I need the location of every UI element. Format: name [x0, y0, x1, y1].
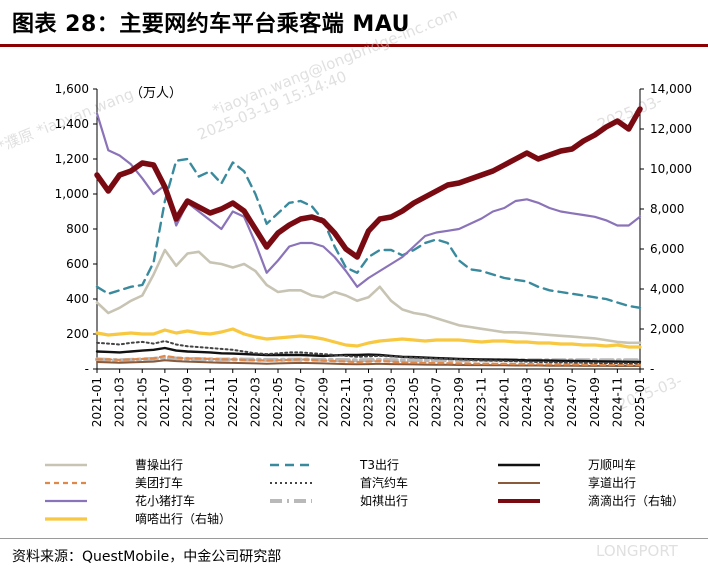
x-tick-label: 2022-05	[271, 377, 285, 427]
legend-label-wanshun: 万顺叫车	[588, 457, 636, 472]
x-tick-label: 2021-03	[113, 377, 127, 427]
x-tick-label: 2021-07	[158, 377, 172, 427]
left-tick-label: 400	[66, 292, 89, 306]
x-tick-label: 2024-11	[610, 377, 624, 427]
left-tick-label: 1,400	[55, 117, 89, 131]
x-tick-label: 2023-01	[362, 377, 376, 427]
legend-label-didi: 滴滴出行（右轴）	[588, 493, 684, 508]
right-tick-label: 10,000	[650, 162, 692, 176]
series-line-wanshun	[95, 346, 642, 364]
x-tick-label: 2024-03	[520, 377, 534, 427]
x-tick-label: 2023-07	[429, 377, 443, 427]
x-tick-label: 2024-01	[497, 377, 511, 427]
x-tick-label: 2021-11	[203, 377, 217, 427]
x-tick-label: 2024-07	[565, 377, 579, 427]
series-line-shouqi	[96, 340, 641, 365]
series-line-t3	[95, 157, 642, 309]
x-tick-label: 2024-09	[588, 377, 602, 427]
left-tick-label: 600	[66, 257, 89, 271]
left-unit-label: （万人）	[130, 86, 182, 101]
watermark-text: *iaoyan.wang@longbridge-inc.com	[210, 5, 460, 120]
x-tick-label: 2022-01	[226, 377, 240, 427]
x-tick-label: 2024-05	[543, 377, 557, 427]
series-line-dida	[95, 327, 642, 349]
legend-label-shouqi: 首汽约车	[360, 475, 408, 490]
left-tick-label: 800	[66, 222, 89, 236]
x-tick-label: 2022-11	[339, 377, 353, 427]
legend-label-ruqi: 如祺出行	[360, 493, 408, 508]
left-tick-label: 1,200	[55, 152, 89, 166]
series-line-caocao	[95, 248, 642, 345]
right-tick-label: -	[650, 362, 654, 376]
x-tick-label: 2025-01	[633, 377, 647, 427]
x-tick-label: 2023-05	[407, 377, 421, 427]
left-tick-label: 200	[66, 327, 89, 341]
left-tick-label: 1,000	[55, 187, 89, 201]
series-line-meituan	[95, 354, 642, 367]
legend-label-huaxiaozhu: 花小猪打车	[135, 493, 195, 508]
x-tick-label: 2021-01	[90, 377, 104, 427]
x-tick-label: 2021-05	[135, 377, 149, 427]
legend-label-meituan: 美团打车	[135, 475, 183, 490]
watermark-logo: LONGPORT	[596, 542, 679, 560]
x-tick-label: 2023-11	[475, 377, 489, 427]
legend-label-dida: 嘀嗒出行（右轴）	[135, 511, 231, 526]
x-tick-label: 2022-07	[294, 377, 308, 427]
right-tick-label: 6,000	[650, 242, 684, 256]
series-line-huaxiaozhu	[95, 112, 642, 288]
left-tick-label: -	[85, 362, 89, 376]
right-tick-label: 4,000	[650, 282, 684, 296]
x-tick-label: 2023-09	[452, 377, 466, 427]
series-line-didi	[94, 106, 643, 260]
source-note: 资料来源：QuestMobile，中金公司研究部	[12, 549, 282, 565]
source-divider	[0, 538, 708, 539]
right-tick-label: 12,000	[650, 122, 692, 136]
right-tick-label: 2,000	[650, 322, 684, 336]
x-tick-label: 2023-03	[384, 377, 398, 427]
watermark-text: 2025-03-	[615, 372, 685, 414]
left-tick-label: 1,600	[55, 82, 89, 96]
x-tick-label: 2021-09	[181, 377, 195, 427]
legend-label-t3: T3出行	[359, 458, 399, 472]
axes-layer: - 200 400 600 800 1,000 1,200 1,400 1,600 - 2,000 4…	[55, 82, 692, 427]
watermark-layer: *iaoyan.wang@longbridge-inc.com 2025-03- 1…	[0, 5, 685, 560]
legend-label-xiangdao: 享道出行	[588, 475, 636, 490]
series-line-xiangdao	[96, 359, 641, 367]
series-layer	[94, 106, 643, 367]
right-tick-label: 14,000	[650, 82, 692, 96]
x-tick-label: 2022-03	[248, 377, 262, 427]
right-tick-label: 8,000	[650, 202, 684, 216]
x-tick-label: 2022-09	[316, 377, 330, 427]
title-divider	[0, 44, 708, 47]
figure-title: 图表 28：主要网约车平台乘客端 MAU	[12, 12, 411, 37]
legend-label-caocao: 曹操出行	[135, 457, 183, 472]
